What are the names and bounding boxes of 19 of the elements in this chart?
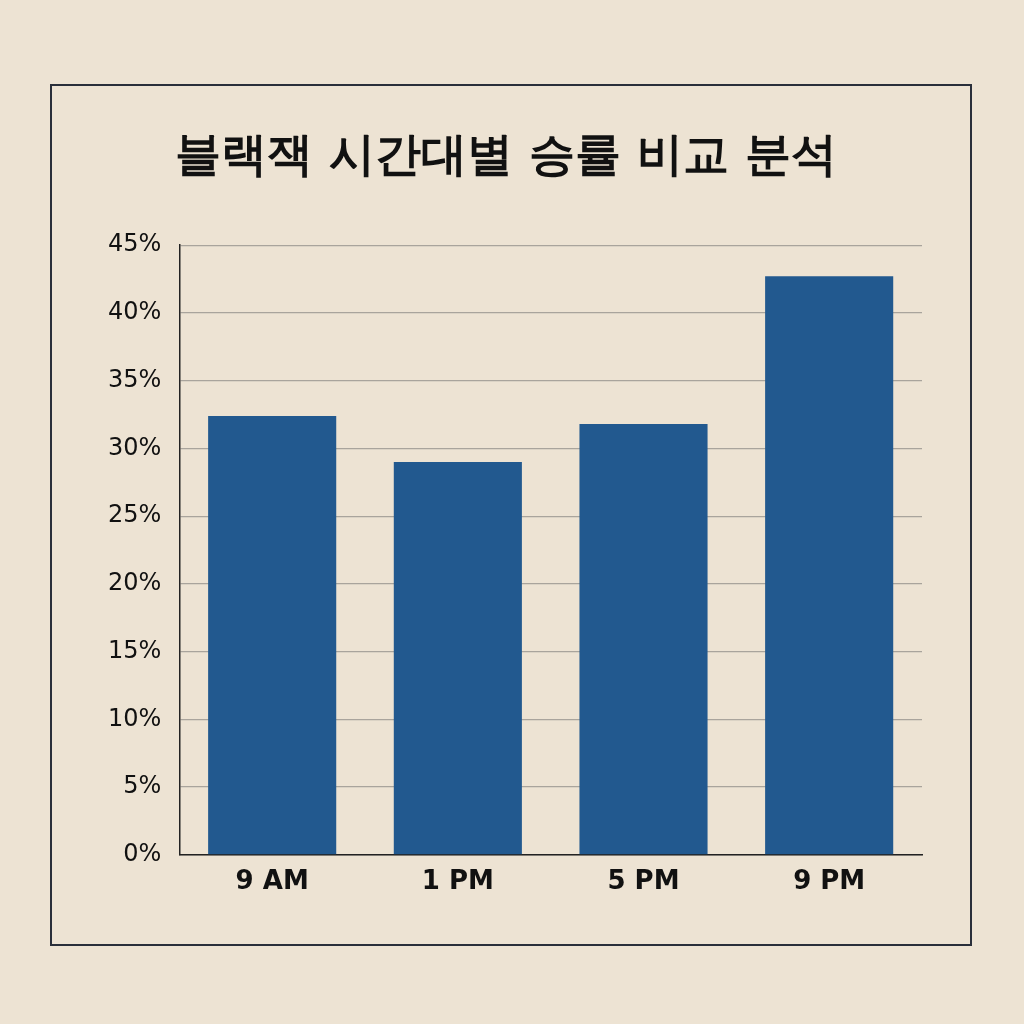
y-tick-label: 15%	[108, 635, 162, 664]
x-tick-label: 1 PM	[421, 865, 494, 896]
x-tick-label: 9 AM	[235, 865, 309, 896]
bar	[579, 424, 708, 855]
y-tick-label: 35%	[108, 364, 162, 393]
y-tick-label: 10%	[108, 703, 162, 732]
bar	[765, 276, 894, 855]
y-tick-label: 0%	[123, 839, 162, 868]
y-tick-label: 25%	[108, 500, 162, 529]
y-tick-label: 20%	[108, 568, 162, 597]
x-tick-label: 5 PM	[607, 865, 680, 896]
chart-title: 블랙잭 시간대별 승률 비교 분석	[174, 126, 838, 181]
bar	[393, 461, 522, 855]
y-tick-label: 30%	[108, 432, 162, 461]
y-tick-label: 5%	[123, 771, 162, 800]
y-tick-label: 40%	[108, 297, 162, 326]
x-tick-label: 9 PM	[793, 865, 866, 896]
bar	[208, 415, 337, 855]
y-tick-label: 45%	[108, 229, 162, 258]
